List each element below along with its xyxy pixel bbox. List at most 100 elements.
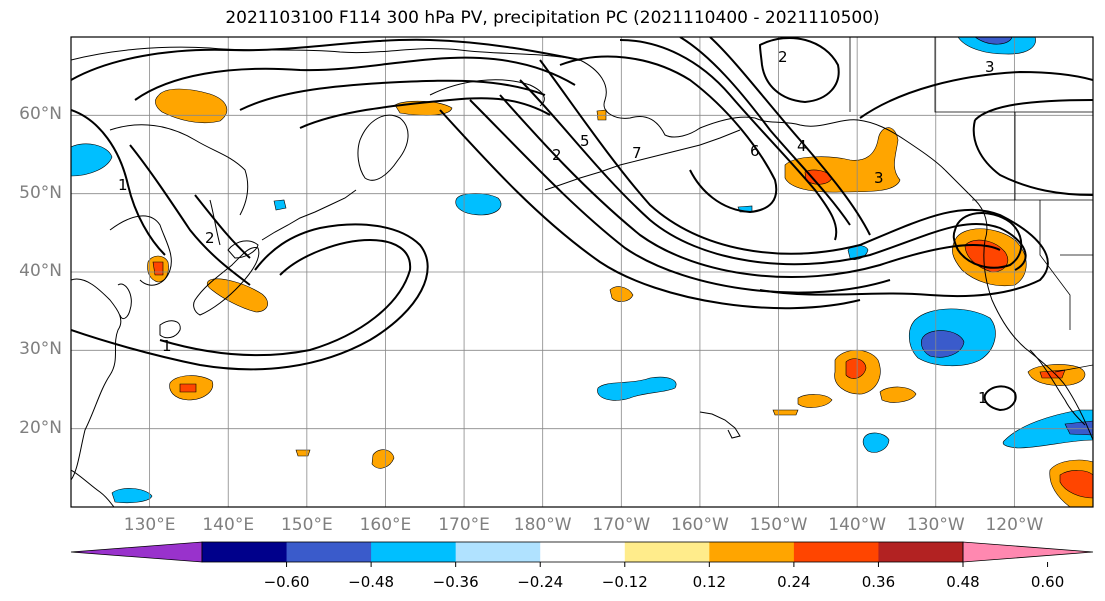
map-frame (70, 36, 1094, 508)
pv-contour-label: 5 (580, 132, 590, 150)
colorbar-tick-label: −0.12 (601, 573, 648, 591)
colorbar-segment (371, 542, 457, 562)
border-canada-provinces (1014, 111, 1093, 200)
colorbar-tick-label: 0.12 (692, 573, 727, 591)
pv-contour-east-3 (972, 119, 1093, 196)
pos-region-east-15n-inner (1059, 470, 1093, 499)
colorbar-tick-label: −0.48 (348, 573, 395, 591)
lon-tick-label: 180°W (513, 515, 572, 535)
neg-region-small-1 (273, 199, 287, 211)
pos-region-small-d (295, 449, 311, 457)
pv-contour-2-north (134, 56, 576, 101)
colorbar-segment (455, 542, 541, 562)
pos-region-small-e (879, 386, 917, 403)
colorbar-segment (624, 542, 710, 562)
pv-contour-label: 3 (874, 169, 884, 187)
coast-chukotka (429, 79, 545, 107)
gridlines (71, 37, 1093, 507)
coast-asia-east (71, 278, 122, 481)
colorbar-extend-low (70, 541, 203, 563)
colorbar-tick-label: −0.60 (263, 573, 310, 591)
neg-region-north-edge (957, 37, 1036, 55)
pv-contour-label: 1 (118, 176, 128, 194)
colorbar-tick-label: 0.48 (946, 573, 980, 591)
colorbar-extend-high (962, 541, 1094, 563)
pv-contour-east-2 (974, 99, 1093, 121)
neg-region-japan-west (71, 143, 113, 177)
pv-contour-label: 2 (552, 146, 562, 164)
colorbar-segment (878, 542, 964, 562)
pv-contour-west-2 (129, 144, 251, 286)
pos-region-west-25n-inner (179, 383, 197, 393)
pv-contour-jet-3 (499, 94, 1001, 279)
lon-tick-label: 120°W (985, 515, 1044, 535)
coastlines (71, 46, 1093, 507)
pv-contour-4-north (299, 97, 551, 129)
lat-tick-label: 50°N (19, 182, 62, 203)
lon-tick-label: 160°W (671, 515, 729, 535)
pv-contour-small-low (983, 385, 1017, 412)
pv-contour-ridge-2 (619, 39, 838, 241)
colorbar-tick-label: −0.24 (517, 573, 564, 591)
lon-tick-label: 160°E (359, 515, 412, 535)
colorbar-segment (709, 542, 795, 562)
colorbar-tick-label: 0.36 (861, 573, 896, 591)
pv-contour-trough-ne (758, 37, 840, 104)
pv-contour-jet-5 (439, 109, 861, 310)
coast-alaska-west (579, 59, 756, 138)
coast-hawaii (699, 411, 741, 439)
coast-kuril-islands (261, 189, 357, 241)
coast-us-west (983, 239, 1066, 386)
pv-contour-jet-2 (519, 79, 1027, 271)
colorbar-segment (286, 542, 372, 562)
lon-tick-label: 170°W (592, 515, 651, 535)
pv-contour-ridge-4 (709, 37, 871, 236)
lat-tick-label: 60°N (19, 104, 62, 125)
coast-alaska-south (754, 117, 946, 171)
lat-tick-label: 30°N (19, 339, 62, 360)
lon-tick-label: 170°E (438, 515, 490, 535)
colorbar (70, 541, 1094, 567)
chart-title: 2021103100 F114 300 hPa PV, precipitatio… (225, 8, 880, 28)
coast-korea (117, 283, 132, 320)
pos-region-sakhalin-inner (152, 261, 164, 276)
coast-kamchatka (357, 114, 409, 181)
pos-region-japan (206, 278, 268, 313)
pv-contour-label: 3 (985, 58, 995, 76)
pv-contour-ridge-3 (679, 37, 851, 226)
pv-contour-label: 2 (205, 229, 215, 247)
coast-siberia-north (71, 46, 581, 61)
lon-tick-label: 150°E (280, 515, 333, 535)
pv-contour-jet-4 (469, 99, 891, 294)
positive-precip-regions (147, 88, 1093, 507)
pv-contour-ridge-1 (559, 55, 778, 214)
colorbar-segment (540, 542, 626, 562)
coast-okhotsk (109, 124, 249, 216)
pv-contour-label: 4 (797, 137, 807, 155)
pv-contour-label: 7 (632, 144, 642, 162)
border-us-states-1 (1039, 200, 1071, 330)
colorbar-tick-label: 0.24 (777, 573, 811, 591)
pv-contour-1-north (71, 38, 581, 81)
pv-contour-label: 1 (162, 337, 172, 355)
pos-region-okhotsk (155, 88, 228, 124)
coast-aleutians (544, 129, 741, 191)
neg-region-hawaii-nw (597, 376, 677, 401)
lat-tick-label: 20°N (19, 417, 62, 438)
pv-contour-label: 1 (978, 389, 988, 407)
pv-contour-label: 2 (778, 48, 788, 66)
colorbar-frame (201, 541, 964, 563)
coast-sakhalin (209, 199, 221, 246)
coast-japan-hokkaido (227, 240, 259, 259)
pv-contour-wave-1 (71, 223, 429, 371)
pos-region-small-g (772, 409, 799, 416)
pv-contour-west-1 (71, 109, 166, 256)
lon-tick-label: 140°E (202, 515, 255, 535)
pv-contour-west-3 (194, 194, 251, 259)
lon-tick-label: 140°W (828, 515, 887, 535)
neg-region-small-3 (862, 432, 890, 453)
colorbar-tick-label: −0.36 (432, 573, 479, 591)
